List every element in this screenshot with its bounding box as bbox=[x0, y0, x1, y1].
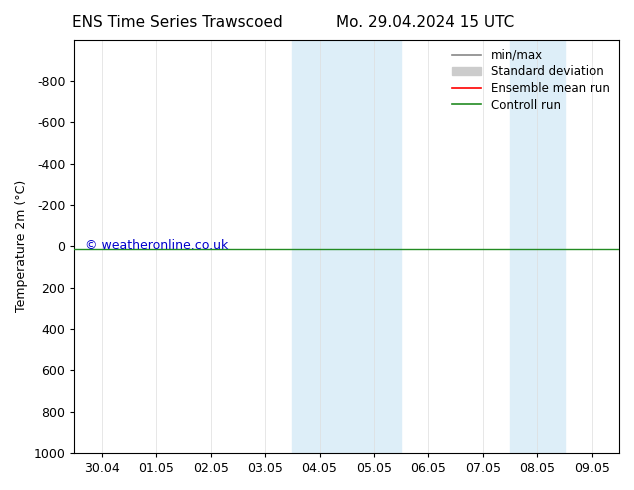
Y-axis label: Temperature 2m (°C): Temperature 2m (°C) bbox=[15, 180, 28, 312]
Text: ENS Time Series Trawscoed: ENS Time Series Trawscoed bbox=[72, 15, 283, 30]
Bar bbox=[510, 40, 564, 453]
Bar bbox=[292, 40, 401, 453]
Text: Mo. 29.04.2024 15 UTC: Mo. 29.04.2024 15 UTC bbox=[335, 15, 514, 30]
Text: © weatheronline.co.uk: © weatheronline.co.uk bbox=[86, 239, 229, 252]
Legend: min/max, Standard deviation, Ensemble mean run, Controll run: min/max, Standard deviation, Ensemble me… bbox=[448, 46, 613, 115]
